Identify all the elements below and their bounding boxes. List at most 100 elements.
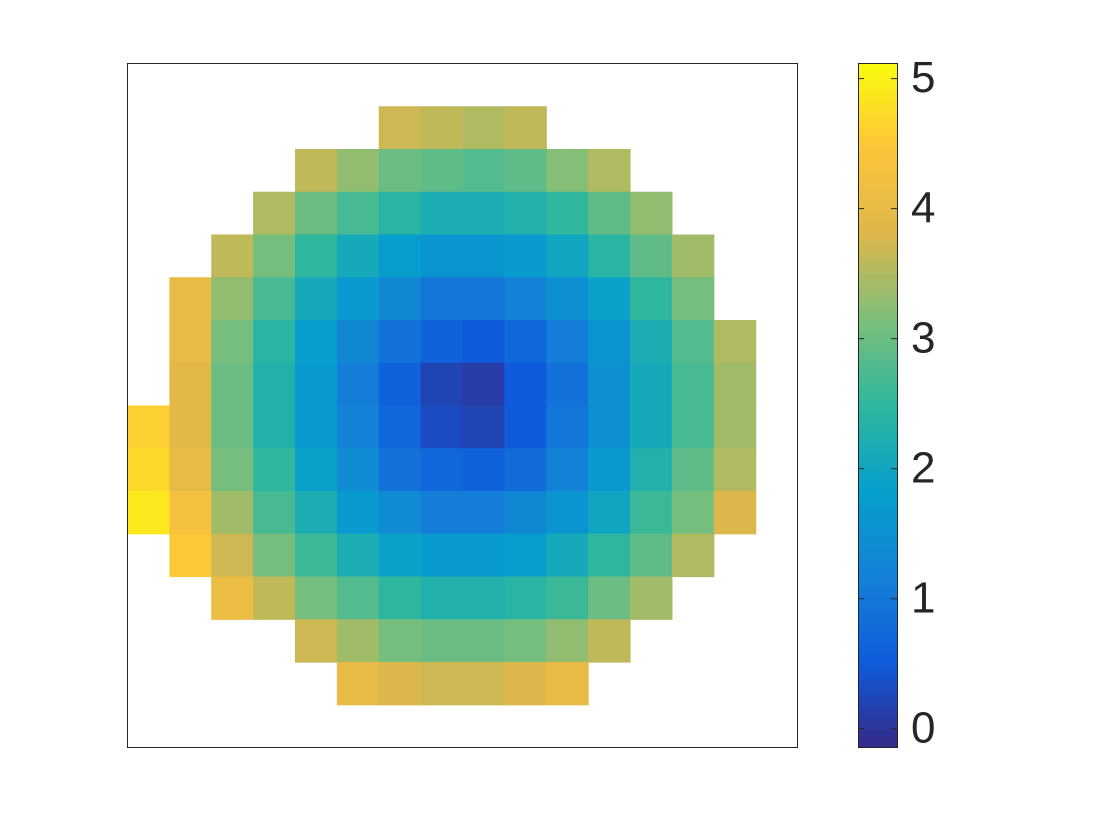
heatmap-cell bbox=[462, 191, 505, 236]
heatmap-cell bbox=[588, 533, 631, 578]
heatmap-cell bbox=[462, 362, 505, 407]
colorbar-strip bbox=[858, 308, 897, 315]
heatmap-cell bbox=[420, 491, 464, 535]
colorbar-strip bbox=[858, 661, 897, 668]
colorbar-strip bbox=[858, 741, 897, 748]
colorbar-strip bbox=[858, 154, 897, 161]
heatmap-cell bbox=[588, 234, 631, 278]
heatmap-cell bbox=[462, 491, 505, 535]
colorbar-strip bbox=[858, 678, 897, 685]
heatmap-cell bbox=[546, 662, 589, 706]
colorbar-strip bbox=[858, 712, 897, 720]
heatmap-cell bbox=[211, 491, 254, 535]
heatmap-cell bbox=[630, 191, 673, 236]
colorbar-strip bbox=[858, 581, 897, 588]
colorbar-strip bbox=[858, 667, 897, 674]
heatmap-cell bbox=[295, 448, 338, 492]
heatmap-cell bbox=[295, 149, 338, 193]
heatmap-cell bbox=[169, 491, 212, 535]
colorbar-strip bbox=[858, 142, 897, 150]
heatmap-cell bbox=[378, 619, 422, 663]
heatmap-cell bbox=[546, 448, 589, 492]
heatmap-cell bbox=[546, 362, 589, 407]
colorbar-strip bbox=[858, 638, 897, 645]
heatmap-cell bbox=[253, 405, 296, 449]
heatmap-cell bbox=[169, 448, 212, 492]
colorbar-strip bbox=[858, 108, 897, 115]
colorbar-strip bbox=[858, 251, 897, 258]
heatmap-cell bbox=[462, 405, 505, 449]
colorbar-strip bbox=[858, 228, 897, 235]
heatmap-cell bbox=[336, 320, 380, 364]
heatmap-cell bbox=[504, 106, 547, 150]
colorbar-strip bbox=[858, 410, 897, 417]
heatmap-cell bbox=[336, 405, 380, 449]
heatmap-cell bbox=[504, 234, 547, 278]
heatmap-cell bbox=[211, 362, 254, 407]
heatmap-cell bbox=[504, 533, 547, 578]
colorbar-strip bbox=[858, 558, 897, 566]
heatmap-cell bbox=[378, 277, 422, 321]
heatmap-cell bbox=[504, 491, 547, 535]
heatmap-cell bbox=[253, 277, 296, 321]
heatmap-cell bbox=[420, 277, 464, 321]
heatmap-cell bbox=[504, 149, 547, 193]
colorbar-strip bbox=[858, 102, 897, 110]
heatmap-cell bbox=[462, 533, 505, 578]
heatmap-cell bbox=[211, 448, 254, 492]
colorbar-tick-label: 4 bbox=[911, 183, 935, 232]
colorbar-strip bbox=[858, 285, 897, 292]
colorbar-strip bbox=[858, 684, 897, 691]
colorbar-strip bbox=[858, 439, 897, 446]
heatmap-cell bbox=[546, 619, 589, 663]
heatmap-cell bbox=[336, 662, 380, 706]
heatmap-cell bbox=[630, 362, 673, 407]
colorbar-strip bbox=[858, 650, 897, 657]
heatmap-cell bbox=[588, 619, 631, 663]
heatmap-cell bbox=[630, 277, 673, 321]
heatmap-cell bbox=[420, 106, 464, 150]
colorbar-strip bbox=[858, 467, 897, 474]
colorbar-strip bbox=[858, 91, 897, 98]
heatmap-cell bbox=[713, 362, 757, 407]
colorbar-strip bbox=[858, 319, 897, 326]
heatmap-cell bbox=[169, 362, 212, 407]
colorbar-strip bbox=[858, 74, 897, 81]
colorbar-strip bbox=[858, 490, 897, 497]
heatmap-cell bbox=[588, 491, 631, 535]
colorbar-strip bbox=[858, 148, 897, 155]
heatmap-cell bbox=[462, 619, 505, 663]
colorbar-tick-label: 2 bbox=[911, 443, 935, 492]
colorbar-strip bbox=[858, 137, 897, 144]
heatmap-cell bbox=[504, 191, 547, 236]
colorbar-strip bbox=[858, 553, 897, 560]
heatmap-cell bbox=[295, 362, 338, 407]
heatmap-cell bbox=[420, 320, 464, 364]
heatmap-cell bbox=[671, 234, 715, 278]
colorbar-strip bbox=[858, 359, 897, 366]
colorbar-strip bbox=[858, 729, 897, 737]
colorbar-strip bbox=[858, 473, 897, 480]
heatmap-cell bbox=[127, 405, 170, 449]
colorbar-strip bbox=[858, 239, 897, 246]
heatmap-cell bbox=[295, 405, 338, 449]
colorbar-strip bbox=[858, 194, 897, 201]
heatmap-cell bbox=[211, 533, 254, 578]
colorbar-strip bbox=[858, 216, 897, 224]
colorbar-tick-label: 0 bbox=[911, 703, 935, 752]
heatmap-cell bbox=[295, 576, 338, 620]
heatmap-cell bbox=[504, 448, 547, 492]
colorbar-strip bbox=[858, 268, 897, 275]
heatmap-cell bbox=[588, 320, 631, 364]
heatmap-cell bbox=[546, 320, 589, 364]
colorbar-strip bbox=[858, 222, 897, 229]
colorbar-strip bbox=[858, 672, 897, 680]
heatmap-cell bbox=[630, 533, 673, 578]
colorbar-strip bbox=[858, 524, 897, 531]
colorbar-strip bbox=[858, 644, 897, 651]
colorbar-strip bbox=[858, 695, 897, 702]
colorbar-strip bbox=[858, 690, 897, 697]
heatmap-cell bbox=[630, 448, 673, 492]
heatmap-cell bbox=[211, 277, 254, 321]
